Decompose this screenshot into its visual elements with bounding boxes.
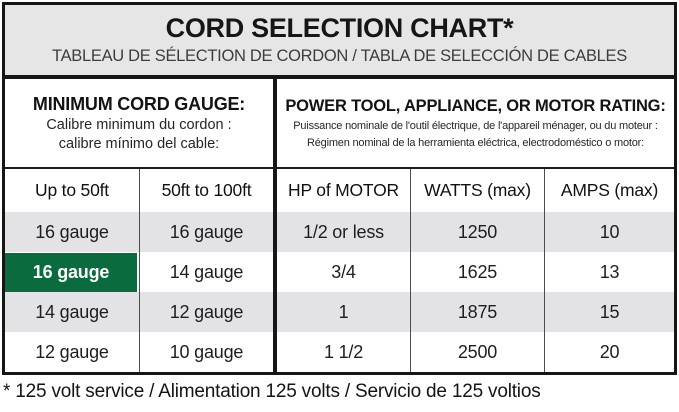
table-cell: 10 — [544, 212, 674, 252]
table-cell: 20 — [544, 332, 674, 372]
chart-title: CORD SELECTION CHART* — [165, 13, 514, 43]
table-cell: 10 gauge — [139, 332, 273, 372]
table-cell: 1250 — [410, 212, 544, 252]
column-header-50ft-to-100ft: 50ft to 100ft — [139, 169, 273, 212]
section-subtext-es: calibre mínimo del cable: — [58, 136, 220, 152]
table-row: 16 gauge 16 gauge 1/2 or less 1250 10 — [5, 212, 674, 252]
table-cell: 2500 — [410, 332, 544, 372]
table-cell: 16 gauge — [35, 221, 109, 242]
highlighted-cell: 16 gauge — [5, 252, 139, 292]
table-cell: 14 gauge — [139, 252, 273, 292]
table-cell: 12 gauge — [35, 341, 109, 362]
section-power-tool-rating: POWER TOOL, APPLIANCE, OR MOTOR RATING: … — [273, 79, 674, 167]
table-cell: 1/2 or less — [273, 212, 410, 252]
table-cell: 14 gauge — [35, 301, 109, 322]
section-subtext-fr: Puissance nominale de l'outil électrique… — [293, 120, 658, 132]
table-cell: 3/4 — [273, 252, 410, 292]
table-cell: 1875 — [410, 292, 544, 332]
column-header-hp-of-motor: HP of MOTOR — [273, 169, 410, 212]
table-row: 12 gauge 10 gauge 1 1/2 2500 20 — [5, 332, 674, 372]
table-cell: 1 — [273, 292, 410, 332]
footnote-125-volt-service: * 125 volt service / Alimentation 125 vo… — [3, 381, 541, 402]
section-header-row: MINIMUM CORD GAUGE: Calibre minimum du c… — [5, 79, 674, 169]
section-heading: MINIMUM CORD GAUGE: — [32, 94, 246, 114]
column-header-up-to-50ft: Up to 50ft — [35, 180, 109, 200]
table-cell: 16 gauge — [139, 212, 273, 252]
table-cell: 13 — [544, 252, 674, 292]
column-header-row: Up to 50ft 50ft to 100ft HP of MOTOR WAT… — [5, 169, 674, 212]
column-header-watts-max: WATTS (max) — [410, 169, 544, 212]
table-cell: 12 gauge — [139, 292, 273, 332]
table-row: 16 gauge 14 gauge 3/4 1625 13 — [5, 252, 674, 292]
table-row: 14 gauge 12 gauge 1 1875 15 — [5, 292, 674, 332]
section-minimum-cord-gauge: MINIMUM CORD GAUGE: Calibre minimum du c… — [5, 79, 273, 167]
table-cell: 1 1/2 — [273, 332, 410, 372]
section-subtext-fr: Calibre minimum du cordon : — [46, 117, 232, 133]
column-header-amps-max: AMPS (max) — [544, 169, 674, 212]
chart-header: CORD SELECTION CHART* TABLEAU DE SÉLECTI… — [5, 5, 674, 79]
section-subtext-es: Régimen nominal de la herramienta eléctr… — [307, 137, 644, 149]
chart-subtitle: TABLEAU DE SÉLECTION DE CORDON / TABLA D… — [52, 47, 627, 65]
table-cell: 15 — [544, 292, 674, 332]
section-heading: POWER TOOL, APPLIANCE, OR MOTOR RATING: — [285, 97, 666, 115]
table-cell: 1625 — [410, 252, 544, 292]
chart-frame: CORD SELECTION CHART* TABLEAU DE SÉLECTI… — [2, 2, 677, 375]
